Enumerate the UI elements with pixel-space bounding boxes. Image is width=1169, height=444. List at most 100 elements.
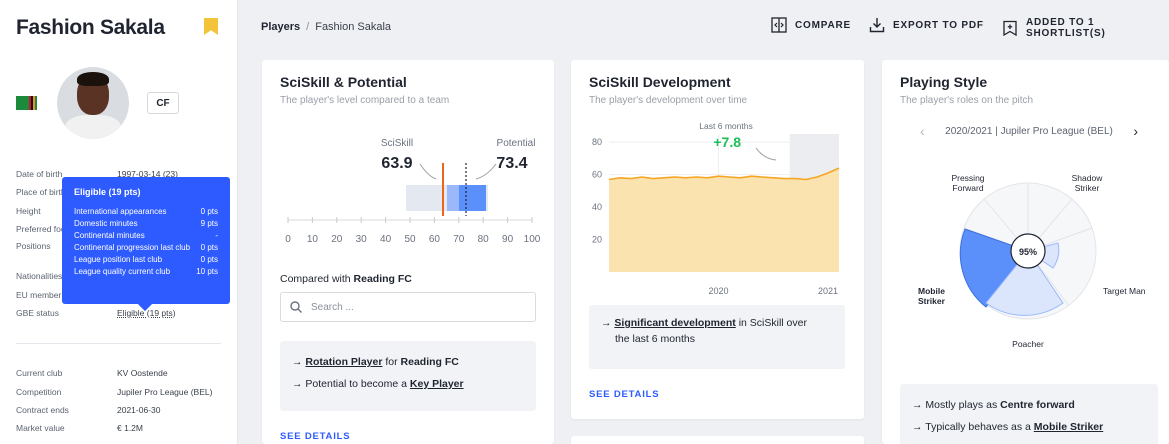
season-label: 2020/2021 | Jupiler Pro League (BEL) bbox=[945, 125, 1113, 137]
chevron-right-icon[interactable]: › bbox=[1133, 123, 1138, 139]
breadcrumb-current: Fashion Sakala bbox=[315, 21, 392, 33]
info-label: Height bbox=[16, 206, 41, 216]
compare-button[interactable]: COMPARE bbox=[771, 17, 851, 33]
radar-center-value: 95% bbox=[1019, 247, 1037, 257]
position-badge: CF bbox=[147, 92, 179, 114]
y-tick-label: 40 bbox=[592, 202, 602, 212]
note-line: → Mostly plays as Centre forward bbox=[912, 399, 1075, 411]
playing-style-radar: 95% Pressing Forward Shadow Striker Mobi… bbox=[918, 173, 1146, 349]
breadcrumb-players-link[interactable]: Players bbox=[261, 21, 301, 33]
arrow-icon: → bbox=[912, 421, 926, 433]
gbe-status-link[interactable]: Eligible (19 pts) bbox=[117, 308, 176, 318]
info-row-positions: Positions bbox=[16, 241, 226, 253]
compared-team: Reading FC bbox=[353, 273, 412, 285]
x-tick-label: 2020 bbox=[709, 286, 729, 296]
scale-tick-label: 80 bbox=[478, 234, 490, 245]
divider bbox=[16, 343, 221, 344]
scale-tick-label: 50 bbox=[404, 234, 416, 245]
scale-tick-label: 20 bbox=[331, 234, 343, 245]
card-title: Playing Style bbox=[900, 74, 988, 90]
y-tick-label: 60 bbox=[592, 170, 602, 180]
playing-style-card: Playing Style The player's roles on the … bbox=[882, 60, 1169, 444]
team-search-input[interactable]: Search ... bbox=[280, 292, 536, 322]
main-position: Centre forward bbox=[1000, 399, 1075, 411]
potential-label: Potential bbox=[497, 138, 536, 149]
info-value: 1997-03-14 (23) bbox=[117, 169, 178, 179]
role-label-pressing-forward-1: Pressing bbox=[951, 173, 984, 183]
card-subtitle: The player's level compared to a team bbox=[280, 95, 450, 106]
avatar bbox=[57, 67, 129, 139]
compared-prefix: Compared with bbox=[280, 273, 354, 285]
arrow-icon: → bbox=[292, 378, 306, 390]
potential-value: 73.4 bbox=[496, 155, 527, 172]
see-details-link[interactable]: SEE DETAILS bbox=[280, 431, 351, 442]
role-label-shadow-striker-1: Shadow bbox=[1072, 173, 1104, 183]
shortlist-button[interactable]: ADDED TO 1 SHORTLIST(S) bbox=[1002, 17, 1169, 39]
info-row-competition: Competition Jupiler Pro League (BEL) bbox=[16, 387, 226, 399]
radar-slice-pressing-forward bbox=[963, 198, 1030, 253]
export-label: EXPORT TO PDF bbox=[893, 19, 984, 31]
download-icon bbox=[869, 17, 885, 33]
tooltip-row: Continental progression last club 0 pts bbox=[74, 243, 218, 252]
player-name: Fashion Sakala bbox=[16, 16, 165, 39]
tooltip-row: League position last club 0 pts bbox=[74, 255, 218, 264]
arrow-icon: → bbox=[292, 356, 306, 368]
behaviour-role-link[interactable]: Mobile Striker bbox=[1033, 421, 1104, 433]
significant-development-link[interactable]: Significant development bbox=[614, 317, 736, 329]
role-label-mobile-striker-1: Mobile bbox=[918, 286, 945, 296]
info-label: GBE status bbox=[16, 308, 59, 318]
scale-tick-label: 30 bbox=[356, 234, 368, 245]
search-icon bbox=[290, 301, 302, 313]
role-label-mobile-striker-2: Striker bbox=[918, 296, 946, 306]
info-value: € 1.2M bbox=[117, 423, 143, 433]
style-note-box: → Mostly plays as Centre forward → Typic… bbox=[900, 384, 1158, 444]
info-row-dob: Date of birth 1997-03-14 (23) bbox=[16, 169, 226, 181]
gbe-tooltip: Eligible (19 pts) International appearan… bbox=[62, 177, 230, 304]
breadcrumb-separator: / bbox=[306, 21, 310, 33]
scale-tick-label: 90 bbox=[502, 234, 514, 245]
info-row-foot: Preferred foot bbox=[16, 224, 226, 236]
info-label: Place of birth bbox=[16, 187, 66, 197]
chevron-left-icon[interactable]: ‹ bbox=[920, 123, 925, 139]
note-line: → Potential to become a Key Player bbox=[292, 378, 464, 390]
info-row-height: Height bbox=[16, 206, 226, 218]
see-details-link[interactable]: SEE DETAILS bbox=[589, 389, 660, 400]
compare-label: COMPARE bbox=[795, 19, 851, 31]
shortlist-label: ADDED TO 1 SHORTLIST(S) bbox=[1026, 17, 1106, 39]
card-subtitle: The player's development over time bbox=[589, 95, 748, 106]
info-label: Positions bbox=[16, 241, 51, 251]
role-label-shadow-striker-2: Striker bbox=[1075, 183, 1100, 193]
potential-role-link[interactable]: Key Player bbox=[409, 378, 464, 390]
arrow-icon: → bbox=[601, 317, 615, 329]
search-placeholder: Search ... bbox=[311, 301, 354, 313]
tooltip-row: International appearances 0 pts bbox=[74, 207, 218, 216]
export-pdf-button[interactable]: EXPORT TO PDF bbox=[869, 17, 984, 33]
sciskill-value: 63.9 bbox=[381, 155, 412, 172]
tooltip-title: Eligible (19 pts) bbox=[74, 187, 141, 197]
x-tick-label: 2021 bbox=[818, 286, 838, 296]
next-card bbox=[571, 436, 864, 444]
info-row-market-value: Market value € 1.2M bbox=[16, 423, 226, 435]
development-delta: +7.8 bbox=[713, 134, 741, 150]
potential-pointer bbox=[475, 163, 497, 180]
info-label: Nationalities bbox=[16, 271, 63, 281]
info-row-club: Current club KV Oostende bbox=[16, 368, 226, 380]
breadcrumb: Players / Fashion Sakala bbox=[261, 21, 391, 33]
scale-tick-label: 60 bbox=[429, 234, 441, 245]
info-row-gbe: GBE status Eligible (19 pts) bbox=[16, 308, 226, 320]
info-label: Date of birth bbox=[16, 169, 63, 179]
role-link[interactable]: Rotation Player bbox=[305, 356, 383, 368]
zambia-flag-icon bbox=[16, 96, 37, 110]
info-row-birthplace: Place of birth bbox=[16, 187, 226, 199]
tooltip-row: League quality current club 10 pts bbox=[74, 267, 218, 276]
development-line bbox=[608, 167, 840, 181]
note-line: → Significant development in SciSkill ov… bbox=[601, 317, 807, 329]
scale-tick-label: 70 bbox=[453, 234, 465, 245]
compare-icon bbox=[771, 17, 787, 33]
y-tick-label: 80 bbox=[592, 137, 602, 147]
bookmark-icon[interactable] bbox=[204, 18, 218, 35]
info-row-nationalities: Nationalities bbox=[16, 271, 226, 283]
sciskill-development-card: SciSkill Development The player's develo… bbox=[571, 60, 864, 419]
radar-slice-poacher bbox=[985, 250, 1064, 316]
season-selector: ‹ 2020/2021 | Jupiler Pro League (BEL) › bbox=[920, 123, 1138, 139]
